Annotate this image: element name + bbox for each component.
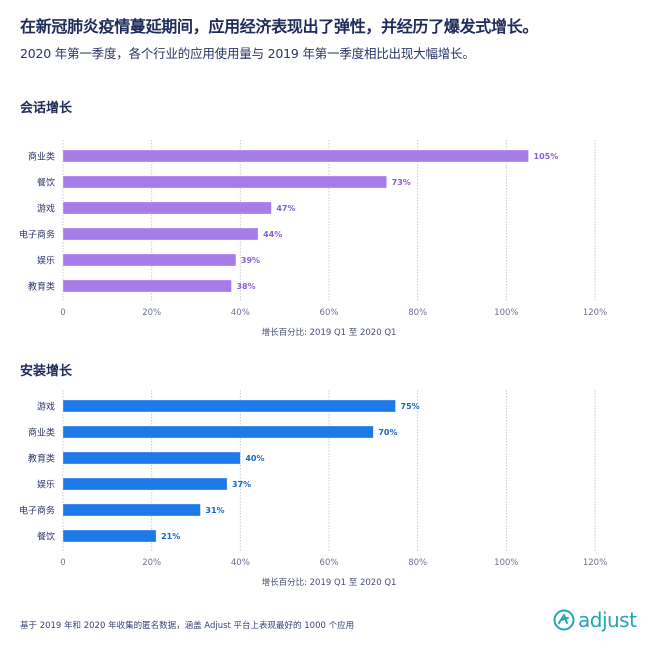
sessions-bar xyxy=(62,175,387,189)
installs-x-tick-label: 100% xyxy=(494,558,518,568)
sessions-category-label: 商业类 xyxy=(28,151,55,163)
installs-chart-title: 安装增长 xyxy=(20,364,73,379)
sessions-category-label: 餐饮 xyxy=(37,177,55,189)
installs-bar xyxy=(62,503,201,517)
sessions-x-tick-label: 40% xyxy=(231,308,250,318)
sessions-x-axis-label: 增长百分比: 2019 Q1 至 2020 Q1 xyxy=(262,327,397,338)
installs-value-label: 21% xyxy=(161,532,180,541)
sessions-value-label: 38% xyxy=(236,282,255,291)
sessions-x-tick-label: 100% xyxy=(494,308,518,318)
sessions-value-label: 44% xyxy=(263,230,282,239)
sessions-category-label: 电子商务 xyxy=(19,229,55,241)
installs-growth-chart: 0 20% 40% 60% 80% 100% 120% 游戏 75% 商业类 70% 教育类 40% 娱乐… xyxy=(19,390,607,588)
sessions-value-label: 39% xyxy=(241,256,260,265)
sessions-x-tick-label: 20% xyxy=(142,308,161,318)
sessions-x-tick-label: 60% xyxy=(320,308,339,318)
sessions-bar xyxy=(62,149,529,163)
sessions-x-tick-label: 80% xyxy=(408,308,427,318)
installs-value-label: 75% xyxy=(401,402,420,411)
installs-category-label: 娱乐 xyxy=(37,479,55,491)
installs-category-label: 商业类 xyxy=(28,427,55,439)
installs-category-label: 餐饮 xyxy=(37,531,55,543)
installs-category-label: 电子商务 xyxy=(19,505,55,517)
page-title: 在新冠肺炎疫情蔓延期间，应用经济表现出了弹性，并经历了爆发式增长。 xyxy=(20,17,539,36)
installs-bar xyxy=(62,477,228,491)
sessions-bar xyxy=(62,253,237,267)
sessions-value-label: 73% xyxy=(392,178,411,187)
sessions-value-label: 105% xyxy=(534,152,559,161)
installs-category-label: 教育类 xyxy=(28,453,55,465)
adjust-logo-icon xyxy=(553,609,575,631)
installs-bar xyxy=(62,451,241,465)
adjust-logo-text: adjust xyxy=(578,608,637,632)
sessions-category-label: 娱乐 xyxy=(37,255,55,267)
installs-category-label: 游戏 xyxy=(37,401,55,413)
sessions-chart-title: 会话增长 xyxy=(20,101,73,116)
installs-x-tick-label: 40% xyxy=(231,558,250,568)
installs-value-label: 40% xyxy=(245,454,264,463)
sessions-bar xyxy=(62,279,232,293)
installs-x-tick-label: 60% xyxy=(320,558,339,568)
installs-x-tick-label: 20% xyxy=(142,558,161,568)
footer-note: 基于 2019 年和 2020 年收集的匿名数据，涵盖 Adjust 平台上表现… xyxy=(20,621,355,631)
installs-x-tick-label: 0 xyxy=(60,558,65,568)
sessions-growth-chart: 0 20% 40% 60% 80% 100% 120% 商业类 105% 餐饮 73% 游戏 47% 电子… xyxy=(19,140,607,338)
sessions-bar xyxy=(62,201,272,215)
sessions-x-tick-label: 0 xyxy=(60,308,65,318)
installs-x-tick-label: 80% xyxy=(408,558,427,568)
installs-value-label: 70% xyxy=(378,428,397,437)
sessions-value-label: 47% xyxy=(276,204,295,213)
sessions-category-label: 游戏 xyxy=(37,203,55,215)
sessions-category-label: 教育类 xyxy=(28,281,55,293)
installs-bar xyxy=(62,425,374,439)
sessions-x-tick-label: 120% xyxy=(583,308,607,318)
installs-x-tick-label: 120% xyxy=(583,558,607,568)
sessions-bar xyxy=(62,227,259,241)
adjust-logo: adjust xyxy=(553,608,637,632)
page-subtitle: 2020 年第一季度，各个行业的应用使用量与 2019 年第一季度相比出现大幅增… xyxy=(20,46,475,61)
installs-value-label: 37% xyxy=(232,480,251,489)
installs-x-axis-label: 增长百分比: 2019 Q1 至 2020 Q1 xyxy=(262,577,397,588)
installs-value-label: 31% xyxy=(205,506,224,515)
installs-bar xyxy=(62,529,157,543)
installs-bar xyxy=(62,399,396,413)
